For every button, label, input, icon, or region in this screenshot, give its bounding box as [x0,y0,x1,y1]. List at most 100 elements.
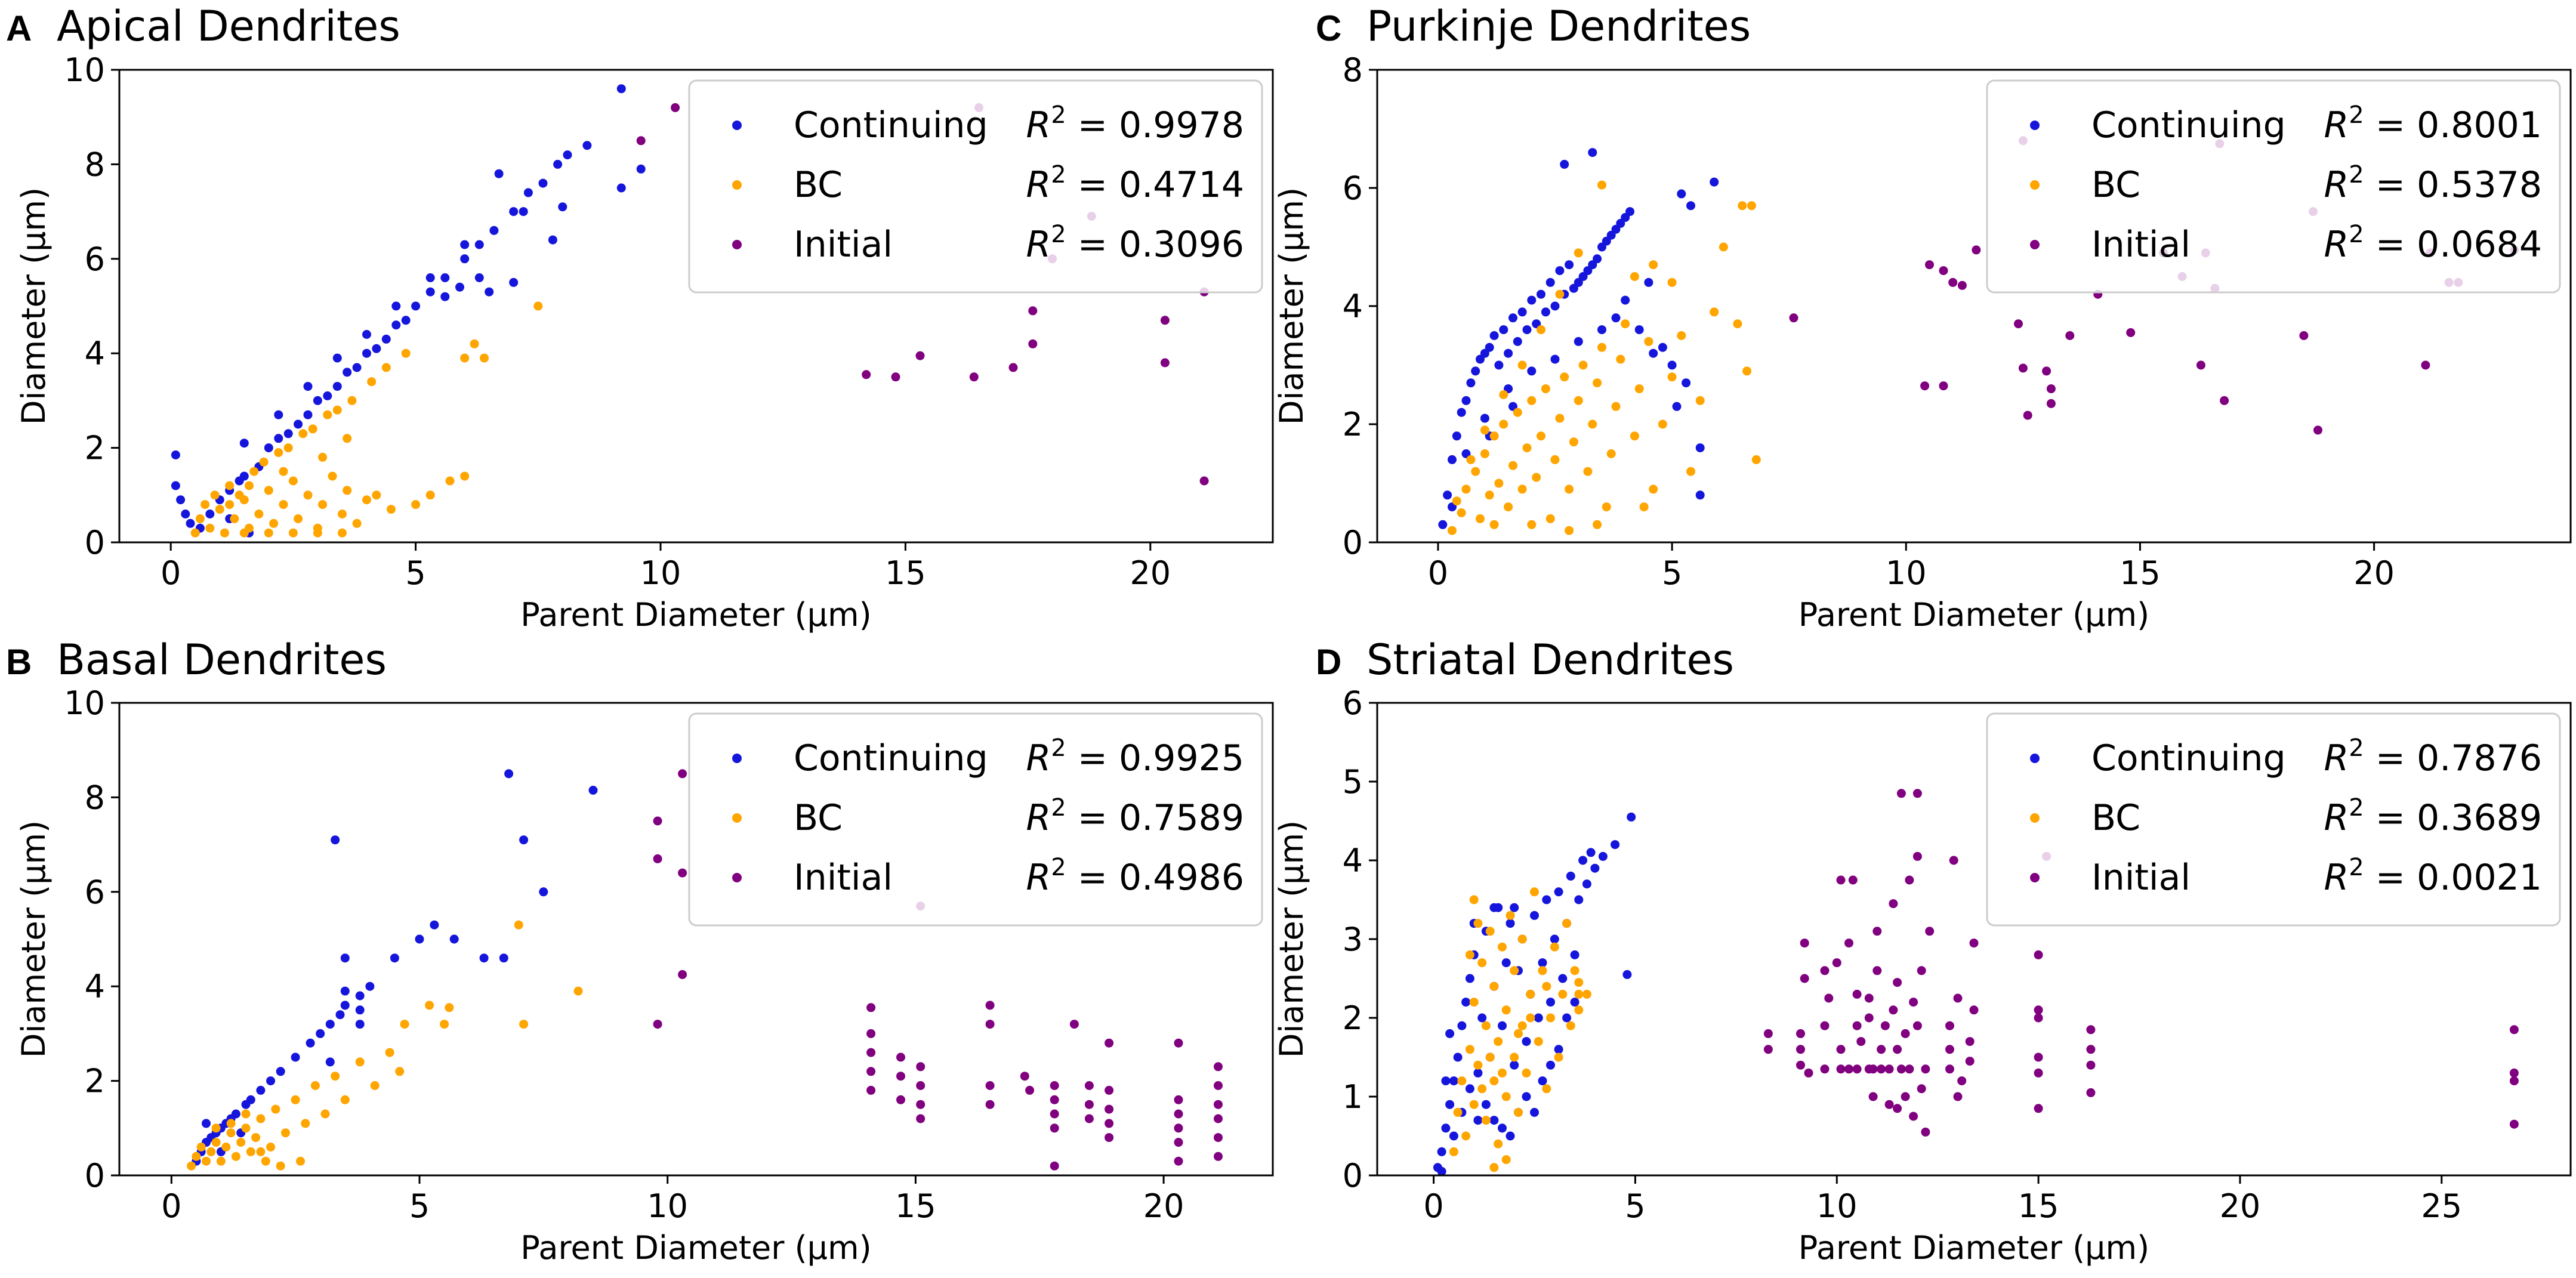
data-point-initial [1872,966,1882,976]
data-point-bc [1538,966,1547,976]
data-point-continuing [1590,863,1600,873]
data-point-bc [355,1057,365,1067]
data-point-initial [916,1062,925,1072]
data-point-initial [1893,1104,1902,1113]
x-tick-label: 15 [895,1187,936,1225]
x-axis-label: Parent Diameter (μm) [1798,1229,2149,1267]
data-point-bc [200,500,210,510]
data-point-bc [425,490,435,500]
data-point-bc [347,396,357,405]
data-point-initial [653,1020,662,1029]
data-point-initial [1214,1100,1223,1109]
data-point-bc [256,1114,266,1123]
data-point-initial [2023,410,2032,420]
data-point-bc [1514,1107,1523,1117]
data-point-continuing [332,353,342,363]
data-point-continuing [202,1119,211,1128]
data-point-continuing [1546,1060,1555,1070]
data-point-initial [1957,1076,1967,1086]
data-point-initial [2034,1068,2043,1078]
data-point-initial [866,1085,876,1095]
data-point-continuing [401,316,411,325]
data-point-initial [1832,958,1841,968]
data-point-initial [1909,998,1918,1007]
panel-striatal: D Striatal Dendrites Continuing R2 = 0.7876… [1273,635,2572,1267]
legend-label: Initial [794,857,893,899]
data-point-initial [1028,339,1038,348]
data-point-bc [220,528,229,538]
data-point-initial [1969,1005,1979,1015]
data-point-continuing [1672,402,1682,411]
data-point-bc [1517,934,1527,944]
data-point-bc [264,486,273,495]
data-point-continuing [474,240,484,249]
data-point-bc [230,514,239,523]
data-point-continuing [1445,1100,1455,1109]
data-point-bc [210,490,220,500]
x-tick-label: 25 [2421,1187,2462,1225]
data-point-initial [1174,1038,1183,1048]
y-tick-label: 6 [85,240,105,278]
data-point-bc [1469,998,1479,1007]
data-point-bc [362,495,371,505]
data-point-initial [1909,1112,1918,1121]
data-point-initial [1050,1095,1059,1104]
data-point-bc [211,1138,221,1147]
data-point-continuing [1588,148,1597,158]
data-point-initial [1948,277,1958,287]
data-point-bc [1466,455,1476,464]
data-point-initial [2034,1104,2043,1113]
data-point-bc [1658,419,1667,429]
data-point-continuing [306,1038,315,1048]
x-tick-label: 5 [409,1187,430,1225]
data-point-continuing [1449,1131,1458,1141]
data-point-bc [1465,1045,1474,1054]
data-point-continuing [430,920,439,930]
data-point-bc [1639,502,1649,512]
data-point-initial [1917,1084,1926,1094]
data-point-bc [231,1152,240,1161]
data-point-bc [283,443,293,453]
data-point-continuing [1565,260,1574,270]
data-point-initial [1050,1081,1059,1090]
data-point-bc [294,514,303,523]
x-tick-label: 20 [1130,554,1171,592]
data-point-bc [225,500,235,510]
data-point-continuing [355,1005,365,1015]
data-point-bc [1542,1084,1551,1094]
y-tick-label: 2 [1343,406,1363,443]
data-point-bc [239,528,249,538]
data-point-continuing [331,835,340,845]
data-point-continuing [181,510,190,518]
data-point-initial [891,372,900,382]
y-tick-label: 8 [85,146,105,183]
data-point-continuing [1574,337,1583,346]
data-point-bc [1471,467,1480,476]
data-point-initial [2421,360,2430,370]
data-point-bc [1469,895,1479,905]
data-point-continuing [171,450,180,459]
data-point-initial [1896,789,1906,798]
legend-marker-continuing [732,121,742,130]
data-point-initial [1796,1045,1805,1054]
data-point-bc [328,471,337,481]
data-point-initial [1105,1133,1114,1143]
data-point-continuing [303,410,313,419]
x-tick-label: 0 [161,1187,181,1225]
data-point-initial [1820,1021,1830,1030]
data-point-initial [1939,381,1948,391]
data-point-bc [1489,1076,1499,1086]
data-point-bc [1498,942,1507,952]
data-point-bc [381,363,391,372]
data-point-bc [236,1138,246,1147]
legend-r-squared: R2 = 0.3096 [1026,221,1244,266]
series-bc [187,920,583,1171]
data-point-initial [2086,1025,2096,1035]
data-point-continuing [1560,159,1569,169]
legend: Continuing R2 = 0.8001 BC R2 = 0.5378 Initia… [1986,79,2561,294]
data-point-initial [1969,939,1979,948]
data-point-continuing [294,419,303,429]
data-point-initial [1917,966,1926,976]
y-tick-label: 5 [1343,763,1363,801]
data-point-bc [318,452,328,462]
